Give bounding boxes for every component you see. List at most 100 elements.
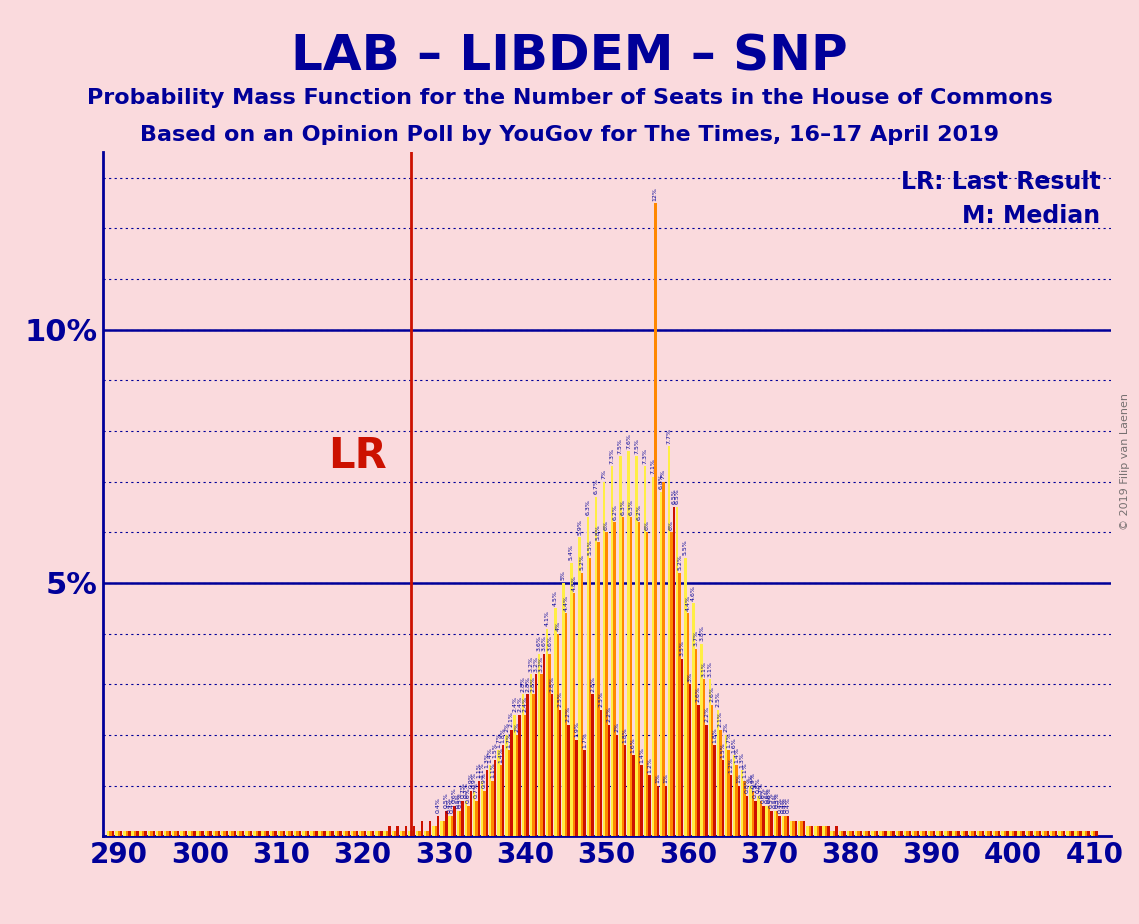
Bar bbox=[262, 832, 264, 836]
Bar bbox=[194, 832, 196, 836]
Bar bbox=[982, 832, 984, 836]
Bar bbox=[656, 785, 659, 836]
Bar bbox=[125, 832, 128, 836]
Bar bbox=[359, 832, 361, 836]
Text: 2.8%: 2.8% bbox=[590, 676, 596, 692]
Text: 2.8%: 2.8% bbox=[521, 676, 525, 692]
Text: 1.7%: 1.7% bbox=[495, 732, 501, 748]
Bar bbox=[749, 785, 752, 836]
Bar bbox=[363, 832, 367, 836]
Text: 2.4%: 2.4% bbox=[513, 696, 517, 712]
Bar bbox=[115, 832, 117, 836]
Text: 2.5%: 2.5% bbox=[715, 691, 720, 707]
Bar bbox=[131, 832, 133, 836]
Bar bbox=[1029, 832, 1031, 836]
Bar bbox=[1011, 832, 1014, 836]
Bar bbox=[486, 771, 489, 836]
Text: LAB – LIBDEM – SNP: LAB – LIBDEM – SNP bbox=[292, 32, 847, 80]
Bar bbox=[793, 821, 795, 836]
Bar bbox=[551, 695, 554, 836]
Bar bbox=[245, 832, 247, 836]
Bar bbox=[817, 826, 819, 836]
Bar bbox=[251, 832, 253, 836]
Bar bbox=[229, 832, 231, 836]
Bar bbox=[974, 832, 976, 836]
Bar bbox=[199, 832, 202, 836]
Bar bbox=[1093, 832, 1096, 836]
Text: 3.2%: 3.2% bbox=[533, 656, 539, 672]
Text: 0.6%: 0.6% bbox=[764, 787, 769, 803]
Bar bbox=[1025, 832, 1029, 836]
Text: 0.6%: 0.6% bbox=[761, 787, 765, 803]
Bar bbox=[835, 826, 838, 836]
Bar bbox=[494, 760, 497, 836]
Text: 1.8%: 1.8% bbox=[501, 727, 506, 743]
Text: 3.6%: 3.6% bbox=[536, 636, 541, 651]
Text: 2.5%: 2.5% bbox=[598, 691, 604, 707]
Bar bbox=[752, 791, 754, 836]
Bar bbox=[1039, 832, 1041, 836]
Bar bbox=[465, 801, 467, 836]
Text: Based on an Opinion Poll by YouGov for The Times, 16–17 April 2019: Based on an Opinion Poll by YouGov for T… bbox=[140, 125, 999, 145]
Bar bbox=[392, 832, 394, 836]
Bar bbox=[671, 532, 673, 836]
Bar bbox=[858, 832, 860, 836]
Bar bbox=[180, 832, 182, 836]
Bar bbox=[744, 781, 746, 836]
Bar bbox=[378, 832, 380, 836]
Text: LR: LR bbox=[328, 435, 387, 478]
Bar bbox=[608, 724, 611, 836]
Text: 0.9%: 0.9% bbox=[751, 772, 755, 788]
Bar bbox=[693, 603, 695, 836]
Bar bbox=[408, 832, 410, 836]
Bar bbox=[316, 832, 318, 836]
Bar bbox=[426, 832, 429, 836]
Text: 2%: 2% bbox=[505, 723, 509, 733]
Bar bbox=[177, 832, 179, 836]
Text: 2.8%: 2.8% bbox=[525, 676, 530, 692]
Bar bbox=[705, 724, 707, 836]
Bar bbox=[559, 710, 562, 836]
Bar bbox=[384, 832, 386, 836]
Bar bbox=[158, 832, 161, 836]
Bar bbox=[117, 832, 120, 836]
Text: 6%: 6% bbox=[645, 520, 649, 529]
Text: 7.5%: 7.5% bbox=[617, 438, 623, 454]
Bar bbox=[153, 832, 155, 836]
Text: 0.4%: 0.4% bbox=[450, 797, 454, 813]
Bar bbox=[814, 826, 817, 836]
Bar bbox=[636, 456, 638, 836]
Bar bbox=[394, 832, 396, 836]
Bar bbox=[207, 832, 210, 836]
Text: 5.9%: 5.9% bbox=[577, 519, 582, 535]
Bar bbox=[538, 654, 540, 836]
Bar bbox=[923, 832, 925, 836]
Bar bbox=[514, 714, 516, 836]
Bar bbox=[190, 832, 194, 836]
Text: 5%: 5% bbox=[560, 570, 566, 580]
Bar bbox=[1036, 832, 1039, 836]
Bar bbox=[933, 832, 935, 836]
Bar bbox=[724, 735, 727, 836]
Bar bbox=[150, 832, 153, 836]
Text: 7%: 7% bbox=[601, 469, 607, 480]
Text: 5.2%: 5.2% bbox=[678, 554, 682, 570]
Bar bbox=[620, 456, 622, 836]
Bar bbox=[855, 832, 858, 836]
Bar bbox=[730, 775, 732, 836]
Bar bbox=[267, 832, 269, 836]
Bar bbox=[112, 832, 114, 836]
Text: 4.1%: 4.1% bbox=[544, 610, 550, 626]
Bar bbox=[375, 832, 378, 836]
Bar bbox=[400, 832, 402, 836]
Text: 0.7%: 0.7% bbox=[460, 783, 465, 798]
Bar bbox=[1080, 832, 1082, 836]
Text: 1.6%: 1.6% bbox=[631, 737, 636, 753]
Text: 4.4%: 4.4% bbox=[686, 595, 690, 611]
Bar bbox=[247, 832, 251, 836]
Text: 1%: 1% bbox=[655, 773, 661, 783]
Bar bbox=[137, 832, 139, 836]
Bar bbox=[892, 832, 895, 836]
Text: 7%: 7% bbox=[661, 469, 666, 480]
Bar bbox=[133, 832, 137, 836]
